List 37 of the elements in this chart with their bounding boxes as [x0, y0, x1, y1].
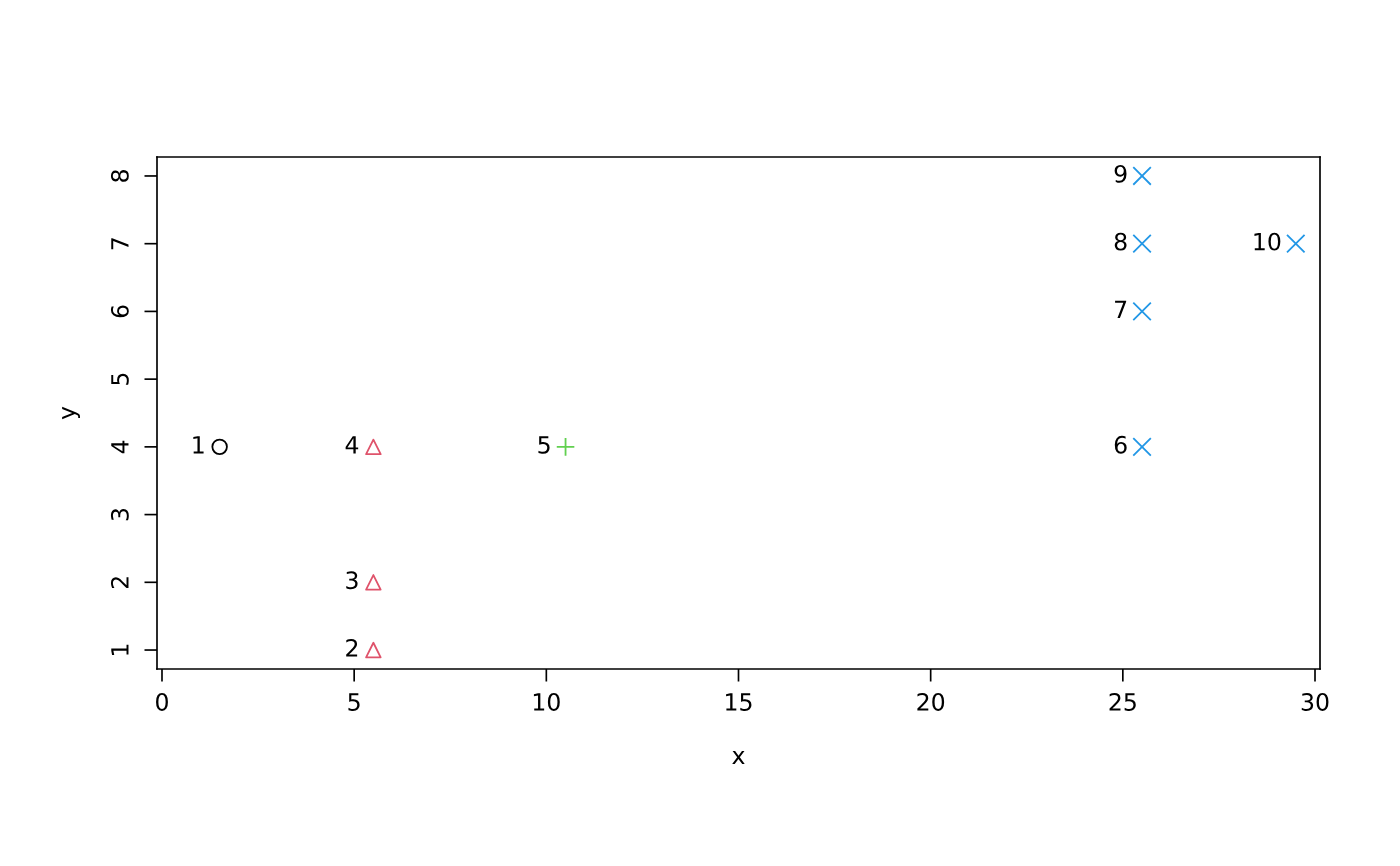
y-tick-label: 5	[111, 373, 129, 385]
point	[365, 438, 382, 456]
y-tick-label: 8	[110, 170, 129, 182]
x-tick-label: 20	[917, 693, 945, 711]
y-tick-label: 4	[111, 440, 129, 454]
point	[1132, 166, 1152, 186]
point	[1132, 233, 1152, 254]
x-tick-label: 5	[348, 693, 360, 711]
y-tick-label: 1	[111, 644, 129, 655]
annotation: 10	[1254, 232, 1281, 251]
annotation: 1	[193, 436, 204, 454]
x-tick-label: 0	[156, 693, 168, 711]
x-tick-label: 25	[1109, 693, 1136, 711]
point	[1132, 437, 1152, 457]
point	[211, 438, 228, 456]
x-axis-title: x	[732, 751, 745, 764]
y-tick-label: 3	[110, 508, 129, 521]
annotation: 9	[1114, 164, 1127, 183]
x-tick-label: 15	[726, 693, 752, 711]
y-tick-label: 6	[110, 305, 129, 318]
y-tick-label: 2	[110, 577, 129, 589]
x-tick-label: 10	[533, 693, 560, 711]
annotation: 4	[345, 436, 359, 454]
y-axis-title: y	[62, 406, 80, 420]
point	[365, 574, 382, 591]
point	[555, 437, 576, 457]
annotation: 8	[1114, 232, 1127, 251]
annotation: 2	[346, 639, 358, 657]
point	[1132, 301, 1152, 322]
y-tick-label: 7	[111, 238, 129, 250]
annotation: 7	[1115, 300, 1127, 318]
x-tick-label: 30	[1301, 693, 1329, 711]
point	[1286, 233, 1306, 254]
point	[365, 641, 382, 659]
annotation: 3	[346, 571, 358, 590]
annotation: 6	[1114, 435, 1127, 454]
annotation: 5	[538, 436, 550, 454]
